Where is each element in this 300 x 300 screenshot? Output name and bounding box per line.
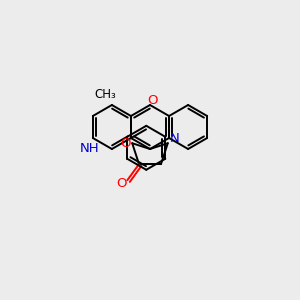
Text: O: O	[116, 177, 127, 190]
Text: O: O	[120, 137, 130, 150]
Text: CH₃: CH₃	[94, 88, 116, 101]
Text: N: N	[170, 131, 180, 145]
Text: O: O	[147, 94, 157, 106]
Text: NH: NH	[80, 142, 100, 155]
